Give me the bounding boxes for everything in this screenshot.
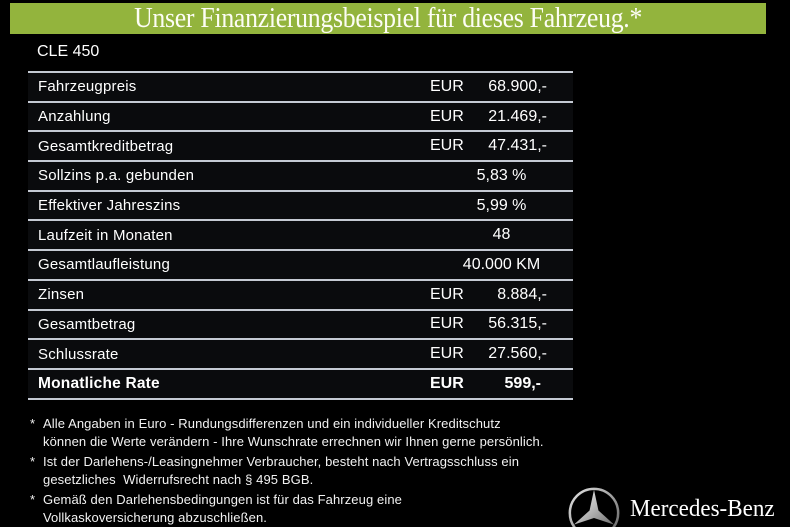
table-row: Gesamtbetrag EUR 56.315,-: [28, 310, 573, 341]
table-row: Monatliche Rate EUR 599,-: [28, 369, 573, 400]
row-value-cell: 40.000 KM: [430, 256, 573, 274]
currency-label: EUR: [430, 345, 464, 363]
row-value: 47.431,-: [488, 137, 547, 155]
row-label: Fahrzeugpreis: [38, 78, 137, 96]
footnotes: * Alle Angaben in Euro - Rundungsdifferen…: [30, 415, 575, 527]
row-value: 27.560,-: [488, 345, 547, 363]
table-row: Gesamtlaufleistung 40.000 KM: [28, 251, 573, 281]
row-value: 21.469,-: [488, 107, 547, 125]
row-value: 599,-: [504, 374, 541, 392]
mercedes-star-icon: [568, 487, 620, 527]
brand-wordmark: Mercedes-Benz: [630, 496, 775, 522]
table-row: Zinsen EUR 8.884,-: [28, 280, 573, 311]
footnote-text: Gemäß den Darlehensbedingungen ist für d…: [43, 492, 402, 525]
row-value: 48: [492, 226, 511, 244]
row-label: Effektiver Jahreszins: [38, 197, 181, 215]
row-label: Anzahlung: [38, 108, 111, 126]
footnote: * Gemäß den Darlehensbedingungen ist für …: [30, 491, 575, 527]
vehicle-model: CLE 450: [37, 43, 100, 60]
row-label: Sollzins p.a. gebunden: [38, 167, 195, 185]
row-label: Gesamtkreditbetrag: [38, 137, 174, 155]
footnote-text: Ist der Darlehens-/Leasingnehmer Verbrau…: [43, 454, 520, 487]
footnote-marker: *: [30, 416, 36, 431]
currency-label: EUR: [430, 137, 464, 155]
table-row: Effektiver Jahreszins 5,99 %: [28, 191, 573, 222]
row-value-cell: EUR 56.315,-: [430, 315, 573, 333]
table-row: Gesamtkreditbetrag EUR 47.431,-: [28, 132, 573, 163]
finance-table: Fahrzeugpreis EUR 68.900,- Anzahlung EUR 21.4…: [28, 71, 573, 400]
row-value: 5,83 %: [476, 166, 527, 184]
footnote-text: Alle Angaben in Euro - Rundungsdifferenz…: [43, 416, 544, 449]
footnote: * Ist der Darlehens-/Leasingnehmer Verbra…: [30, 453, 575, 489]
currency-label: EUR: [430, 315, 464, 333]
row-value-cell: EUR 27.560,-: [430, 345, 573, 363]
row-value-cell: 48: [430, 226, 573, 244]
currency-label: EUR: [430, 285, 464, 303]
row-value: 56.315,-: [488, 315, 547, 333]
row-label: Zinsen: [38, 286, 85, 304]
footnote-marker: *: [30, 492, 36, 507]
currency-label: EUR: [430, 77, 464, 95]
currency-label: EUR: [430, 107, 464, 125]
currency-label: EUR: [430, 374, 464, 392]
row-value: 68.900,-: [488, 77, 547, 95]
row-label: Gesamtlaufleistung: [38, 256, 171, 274]
row-value-cell: EUR 599,-: [430, 375, 573, 393]
header-bar: Unser Finanzierungsbeispiel für dieses F…: [10, 3, 766, 34]
row-value-cell: EUR 21.469,-: [430, 108, 573, 126]
row-value: 8.884,-: [497, 285, 547, 303]
page-title: Unser Finanzierungsbeispiel für dieses F…: [134, 3, 642, 34]
row-label: Gesamtbetrag: [38, 315, 136, 333]
row-value-cell: EUR 8.884,-: [430, 286, 573, 304]
footnote: * Alle Angaben in Euro - Rundungsdifferen…: [30, 415, 575, 451]
table-row: Sollzins p.a. gebunden 5,83 %: [28, 162, 573, 192]
table-row: Fahrzeugpreis EUR 68.900,-: [28, 73, 573, 103]
footnote-marker: *: [30, 454, 36, 469]
row-value-cell: EUR 47.431,-: [430, 137, 573, 155]
row-value-cell: EUR 68.900,-: [430, 78, 573, 96]
row-label: Monatliche Rate: [38, 374, 160, 392]
row-value: 5,99 %: [476, 196, 527, 214]
table-row: Laufzeit in Monaten 48: [28, 221, 573, 252]
row-value: 40.000 KM: [462, 255, 541, 273]
table-row: Anzahlung EUR 21.469,-: [28, 102, 573, 133]
row-value-cell: 5,99 %: [430, 197, 573, 215]
row-label: Laufzeit in Monaten: [38, 226, 173, 244]
table-row: Schlussrate EUR 27.560,-: [28, 340, 573, 370]
row-label: Schlussrate: [38, 345, 119, 363]
row-value-cell: 5,83 %: [430, 167, 573, 185]
